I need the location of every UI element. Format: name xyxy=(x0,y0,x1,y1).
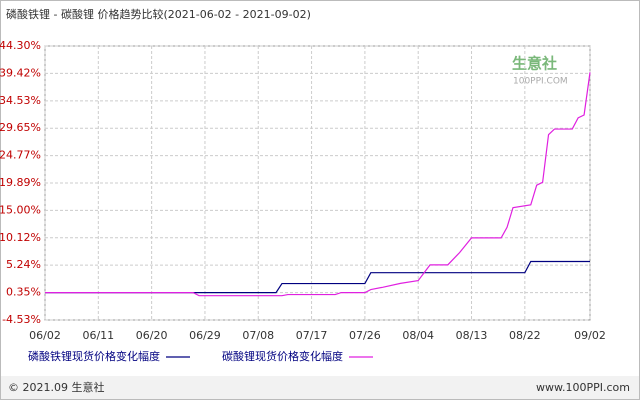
watermark: 生意社 xyxy=(512,55,557,73)
footer-right: www.100PPI.com xyxy=(536,381,630,394)
y-tick-label: 0.35% xyxy=(6,286,41,299)
y-tick-label: 5.24% xyxy=(6,258,41,271)
x-tick-label: 08/13 xyxy=(456,329,488,342)
x-tick-label: 08/22 xyxy=(509,329,541,342)
y-tick-label: 15.00% xyxy=(0,203,41,216)
x-tick-label: 06/20 xyxy=(136,329,168,342)
x-tick-label: 06/11 xyxy=(82,329,114,342)
x-tick-label: 07/17 xyxy=(296,329,328,342)
footer-bar xyxy=(1,376,639,399)
y-tick-label: 24.77% xyxy=(0,149,41,162)
series-line xyxy=(45,72,591,297)
y-tick-label: 19.89% xyxy=(0,176,41,189)
y-tick-label: 34.53% xyxy=(0,94,41,107)
y-tick-label: 39.42% xyxy=(0,66,41,79)
y-tick-label: 44.30% xyxy=(0,39,41,52)
x-tick-label: 06/02 xyxy=(29,329,61,342)
watermark-sub: 100PPI.COM xyxy=(513,77,568,87)
x-tick-label: 09/02 xyxy=(574,329,606,342)
chart-title: 磷酸铁锂 - 碳酸锂 价格趋势比较(2021-06-02 - 2021-09-0… xyxy=(6,7,311,21)
footer-left: © 2021.09 生意社 xyxy=(8,380,104,394)
legend-label: 磷酸铁锂现货价格变化幅度 xyxy=(28,349,160,363)
y-tick-label: 29.65% xyxy=(0,121,41,134)
legend-label: 碳酸锂现货价格变化幅度 xyxy=(222,349,343,363)
y-tick-label: 10.12% xyxy=(0,231,41,244)
x-tick-label: 06/29 xyxy=(189,329,221,342)
series-line xyxy=(45,260,590,294)
x-tick-label: 08/04 xyxy=(402,329,434,342)
x-tick-label: 07/08 xyxy=(242,329,274,342)
y-tick-label: -4.53% xyxy=(2,313,41,326)
x-tick-label: 07/26 xyxy=(349,329,381,342)
